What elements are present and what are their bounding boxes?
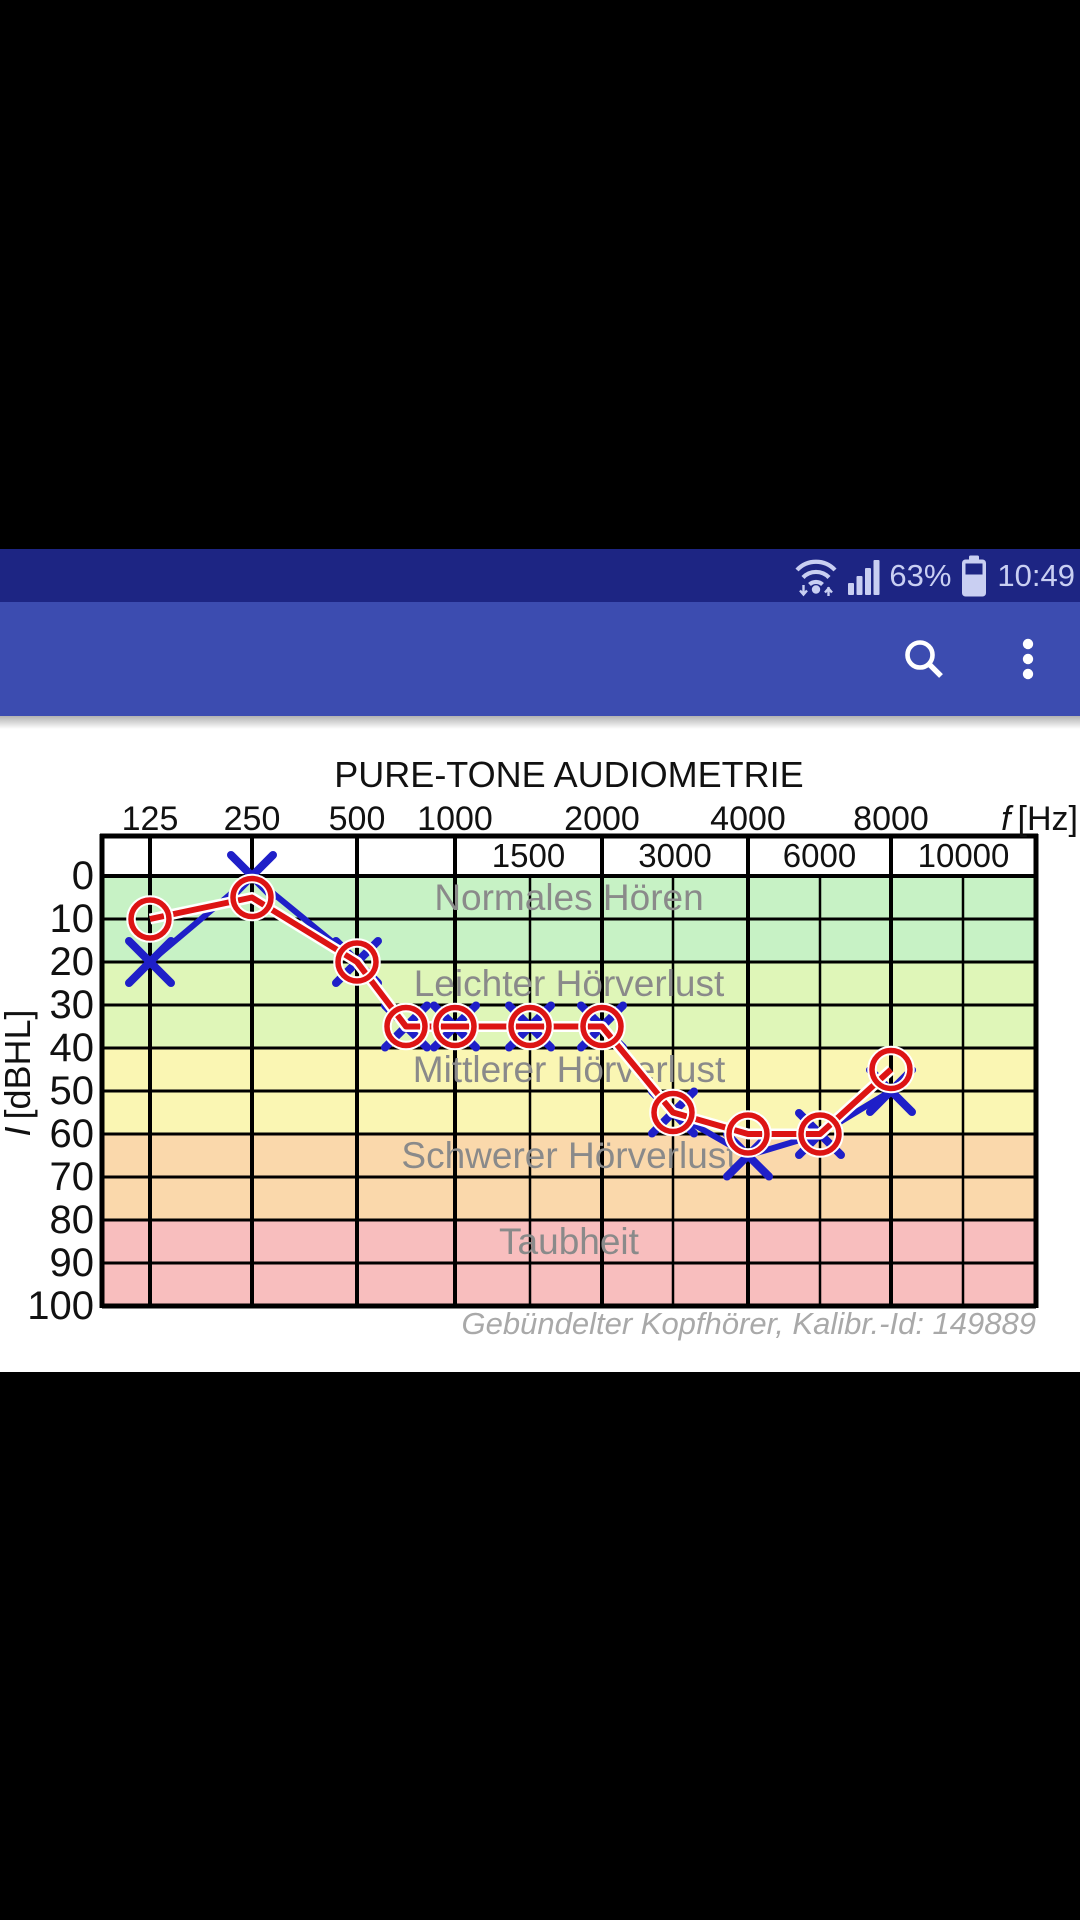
svg-text:3000: 3000 [638, 837, 711, 874]
series-right-ear [126, 873, 915, 1158]
right-ear-point-1500 [506, 1002, 554, 1051]
right-ear-point-250 [228, 873, 276, 922]
svg-text:8000: 8000 [853, 800, 929, 838]
calibration-caption: Gebündelter Kopfhörer, Kalibr.-Id: 14988… [462, 1306, 1036, 1341]
svg-text:10000: 10000 [918, 837, 1010, 874]
x-axis-title: f [Hz] [1001, 800, 1078, 838]
svg-text:1500: 1500 [492, 837, 565, 874]
svg-text:10: 10 [50, 897, 95, 941]
svg-text:Taubheit: Taubheit [499, 1221, 640, 1262]
svg-text:40: 40 [50, 1026, 95, 1070]
svg-text:20: 20 [50, 940, 95, 984]
right-ear-point-2000 [578, 1002, 626, 1051]
svg-text:4000: 4000 [710, 800, 786, 838]
svg-text:50: 50 [50, 1069, 95, 1113]
right-ear-point-3000 [649, 1088, 697, 1137]
svg-text:30: 30 [50, 983, 95, 1027]
wifi-icon [795, 559, 837, 596]
svg-text:250: 250 [224, 800, 281, 838]
svg-text:125: 125 [122, 800, 179, 838]
search-icon [905, 640, 943, 678]
svg-text:80: 80 [50, 1198, 95, 1242]
svg-text:Mittlerer Hörverlust: Mittlerer Hörverlust [413, 1049, 726, 1090]
right-ear-point-1000 [431, 1002, 479, 1051]
svg-text:90: 90 [50, 1241, 95, 1285]
svg-text:Normales Hören: Normales Hören [434, 877, 703, 918]
chart-title: PURE-TONE AUDIOMETRIE [334, 754, 803, 795]
clock-text: 10:49 [997, 557, 1075, 593]
battery-percent-text: 63% [889, 557, 952, 593]
svg-text:Schwerer Hörverlust: Schwerer Hörverlust [401, 1135, 737, 1176]
right-ear-point-500 [333, 938, 381, 986]
right-ear-point-125 [126, 895, 174, 943]
overflow-menu-icon [1022, 638, 1034, 680]
right-ear-point-8000 [867, 1045, 915, 1094]
zone-labels: Normales Hören Leichter Hörverlust Mittler… [401, 877, 737, 1262]
app-bar [0, 602, 1080, 716]
battery-icon [962, 555, 987, 596]
svg-text:70: 70 [50, 1155, 95, 1199]
overflow-menu-button[interactable] [1004, 635, 1052, 683]
right-ear-point-6000 [796, 1110, 844, 1158]
signal-strength-icon [848, 559, 880, 595]
svg-text:100: 100 [27, 1284, 94, 1328]
right-ear-point-750 [382, 1002, 430, 1051]
svg-text:6000: 6000 [783, 837, 856, 874]
svg-text:Leichter Hörverlust: Leichter Hörverlust [414, 963, 725, 1004]
left-ear-point-125 [125, 937, 175, 987]
search-button[interactable] [900, 635, 948, 683]
audiometry-content: PURE-TONE AUDIOMETRIE 125 250 500 1000 2000 40… [0, 716, 1080, 1372]
y-axis-title: I[dBHL] [0, 1009, 38, 1136]
svg-text:2000: 2000 [564, 800, 640, 838]
svg-text:500: 500 [329, 800, 386, 838]
status-bar: 63% 10:49 [0, 549, 1080, 602]
svg-text:1000: 1000 [417, 800, 493, 838]
svg-text:60: 60 [50, 1112, 95, 1156]
right-ear-point-4000 [724, 1110, 772, 1158]
chart-grid [99, 833, 1039, 1309]
svg-text:0: 0 [72, 854, 94, 898]
